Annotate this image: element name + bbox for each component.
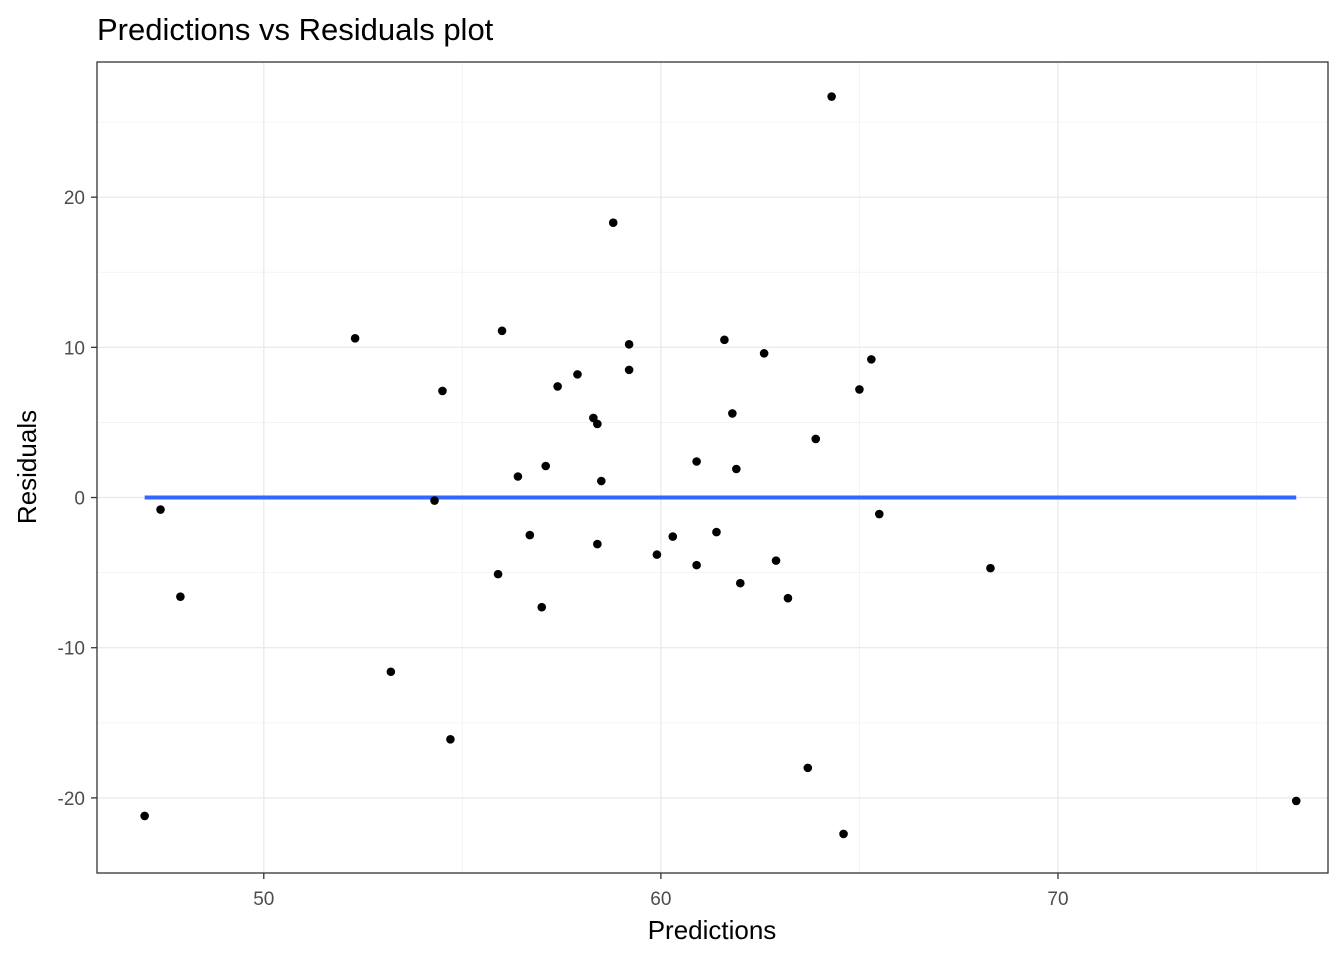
data-point-23 — [652, 550, 662, 559]
data-point-7 — [446, 735, 455, 744]
data-point-18 — [597, 476, 606, 486]
data-point-20 — [608, 218, 618, 227]
data-point-1 — [176, 592, 185, 601]
data-point-21 — [624, 340, 634, 349]
y-tick-label-4: 20 — [64, 188, 85, 209]
data-point-12 — [537, 602, 547, 612]
data-point-33 — [771, 556, 781, 565]
x-tick-label-2: 70 — [1047, 889, 1068, 910]
data-point-26 — [692, 560, 701, 570]
data-point-34 — [783, 593, 793, 603]
data-point-43 — [1291, 796, 1301, 806]
x-axis-title: Predictions — [648, 915, 777, 945]
data-points — [140, 92, 1301, 839]
y-tick-label-3: 10 — [64, 338, 85, 359]
data-point-6 — [430, 496, 439, 505]
data-point-19 — [593, 539, 602, 549]
grid-lines — [97, 62, 1328, 873]
y-axis-title: Residuals — [12, 410, 42, 524]
data-point-38 — [839, 829, 848, 839]
x-axis: 50 60 70 — [253, 873, 1069, 910]
data-point-0 — [156, 505, 165, 514]
panel-border — [96, 61, 1329, 874]
y-axis: -20 -10 0 10 20 — [58, 188, 97, 810]
data-point-36 — [811, 434, 821, 444]
data-point-27 — [712, 527, 721, 537]
data-point-4 — [386, 667, 396, 677]
data-point-39 — [855, 385, 864, 394]
y-tick-label-2: 0 — [74, 489, 85, 510]
x-tick-label-1: 60 — [650, 889, 671, 910]
chart-title: Predictions vs Residuals plot — [97, 12, 494, 47]
data-point-11 — [525, 530, 535, 540]
data-point-30 — [732, 464, 741, 474]
data-point-14 — [553, 382, 562, 391]
data-point-40 — [867, 355, 876, 364]
y-tick-label-0: -20 — [58, 789, 85, 810]
data-point-17 — [593, 419, 602, 429]
data-point-10 — [513, 472, 523, 481]
data-point-3 — [350, 334, 360, 343]
data-point-22 — [624, 365, 634, 375]
data-point-25 — [692, 457, 701, 466]
data-point-37 — [827, 92, 836, 101]
data-point-29 — [728, 409, 737, 418]
data-point-35 — [803, 763, 813, 773]
data-point-9 — [497, 326, 507, 336]
data-point-8 — [493, 569, 503, 579]
data-point-5 — [438, 386, 447, 396]
data-point-31 — [735, 578, 745, 588]
y-tick-label-1: -10 — [58, 639, 85, 660]
data-point-41 — [874, 509, 884, 519]
data-point-13 — [541, 461, 551, 471]
x-tick-label-0: 50 — [253, 889, 274, 910]
data-point-42 — [986, 563, 995, 573]
data-point-28 — [720, 335, 729, 345]
data-point-32 — [759, 349, 769, 358]
data-point-2 — [140, 811, 149, 821]
data-point-24 — [668, 532, 678, 541]
data-point-15 — [573, 370, 582, 379]
